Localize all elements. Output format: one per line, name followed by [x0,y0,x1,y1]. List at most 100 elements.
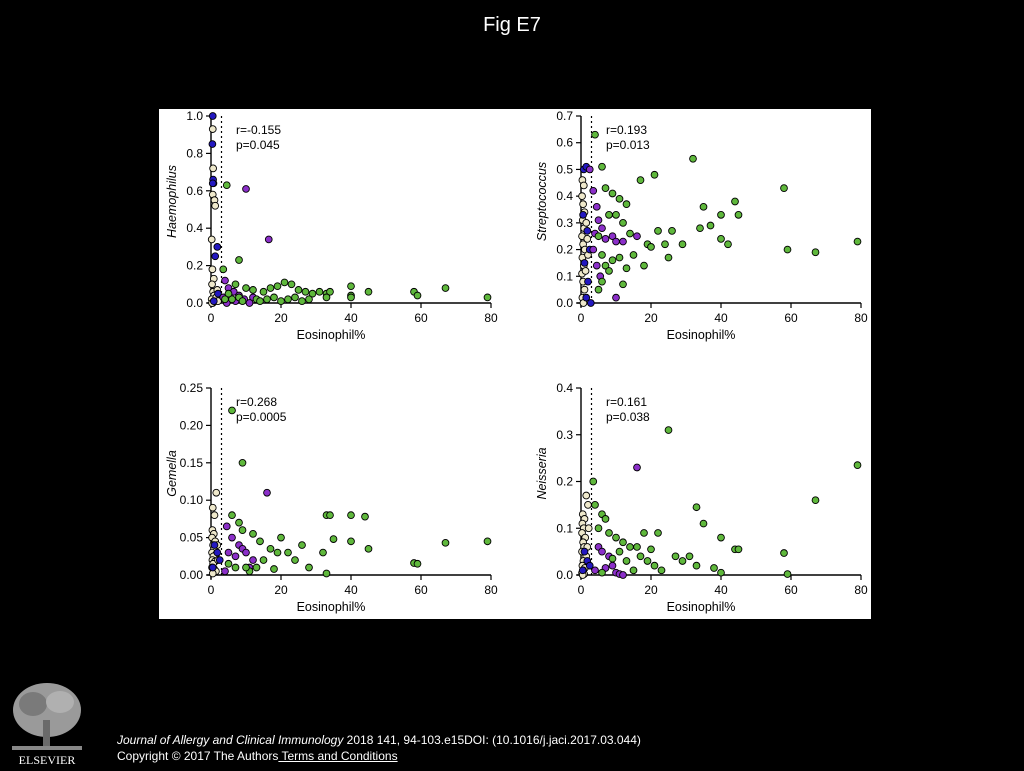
data-point-green [270,293,278,302]
data-point-purple [619,571,627,579]
x-tick-label: 0 [208,311,215,325]
data-point-green [650,561,659,570]
y-tick-label: 0.0 [556,568,573,582]
x-tick-label: 0 [578,311,585,325]
data-point-purple [245,299,254,307]
data-point-white [209,164,217,173]
data-point-green [364,544,373,553]
data-point-green [287,280,296,289]
data-point-white [208,503,217,512]
data-point-green [626,229,634,238]
data-point-green [319,548,327,557]
data-point-white [584,524,593,533]
data-point-green [615,194,624,203]
data-point-green [224,559,233,568]
data-point-green [235,518,243,527]
y-tick-label: 0.7 [556,109,573,123]
y-tick-label: 0.0 [186,296,203,310]
x-axis-label: Eosinophil% [667,600,736,614]
data-point-green [219,265,228,274]
data-point-green [413,559,422,568]
data-point-blue [583,227,592,235]
data-point-purple [589,245,598,254]
data-point-green [811,496,820,505]
data-point-blue [208,140,217,148]
x-tick-label: 40 [344,583,358,597]
data-point-green [608,256,617,265]
data-point-purple [242,548,250,557]
data-point-green [734,545,743,554]
stat-r: r=-0.155 [236,123,281,137]
data-point-green [696,224,704,233]
data-point-green [692,503,701,512]
data-point-green [238,297,247,305]
data-point-green [643,557,652,565]
data-point-blue [213,243,222,251]
data-point-green [441,284,450,292]
data-point-green [222,181,231,190]
y-tick-label: 0.15 [180,456,204,470]
data-point-green [647,545,655,554]
scatter-panel-2: 0.0 0.1 0.2 0.3 0.4 0.5 0.6 0.7 0 20 40 60 80 Eosinop… [535,109,868,342]
copyright-text: Copyright © 2017 The Authors [117,749,279,763]
data-point-green [291,293,299,302]
data-point-purple [612,293,620,302]
data-point-green [594,285,603,294]
data-point-green [598,251,606,259]
data-point-green [242,563,250,572]
x-tick-label: 60 [414,583,428,597]
data-point-green [629,566,638,575]
data-point-green [615,253,624,262]
data-point-white [208,125,217,133]
data-point-green [734,210,743,219]
journal-name: Journal of Allergy and Clinical Immunolo… [117,733,344,747]
data-point-green [270,565,278,573]
stat-r: r=0.268 [236,395,277,409]
data-point-green [224,289,233,298]
data-point-green [347,293,355,302]
data-point-green [636,552,645,561]
figure-panel: 0.0 0.2 0.4 0.6 0.8 1.0 0 20 40 60 80 Eosinophil% Ha… [159,109,871,619]
data-point-green [277,297,285,305]
data-point-purple [619,237,627,246]
data-point-green [664,253,673,262]
data-point-white [582,219,591,227]
data-point-green [483,293,492,302]
data-point-green [622,557,631,565]
y-tick-label: 0.3 [556,216,573,230]
data-point-purple [612,237,620,246]
data-point-green [256,297,264,305]
data-point-purple [592,261,601,270]
data-point-green [273,548,282,557]
y-axis-label: Neisseria [535,447,549,499]
stat-p: p=0.0005 [236,410,287,424]
data-point-green [692,561,701,570]
data-point-green [266,544,275,553]
stat-r: r=0.161 [606,395,647,409]
data-point-green [853,461,862,469]
data-point-green [640,261,648,270]
data-point-green [605,529,613,537]
x-axis-label: Eosinophil% [667,328,736,342]
data-point-green [284,548,292,557]
data-point-green [598,277,606,286]
data-point-green [598,568,606,577]
data-point-green [811,248,820,257]
data-point-green [235,256,243,264]
x-tick-label: 80 [484,583,498,597]
data-point-purple [598,224,606,233]
data-point-green [601,515,610,523]
terms-link[interactable]: Terms and Conditions [278,749,398,763]
data-point-blue [580,547,589,556]
x-tick-label: 60 [784,311,798,325]
data-point-green [699,519,708,528]
data-point-white [207,235,216,244]
data-point-green [650,170,659,179]
data-point-white [581,267,590,275]
data-point-white [208,280,216,289]
data-point-green [724,240,732,249]
stat-p: p=0.045 [236,138,280,152]
data-point-green [591,130,599,139]
scatter-plot-grid: 0.0 0.2 0.4 0.6 0.8 1.0 0 20 40 60 80 Eosinophil% Ha… [165,109,868,614]
x-tick-label: 60 [414,311,428,325]
